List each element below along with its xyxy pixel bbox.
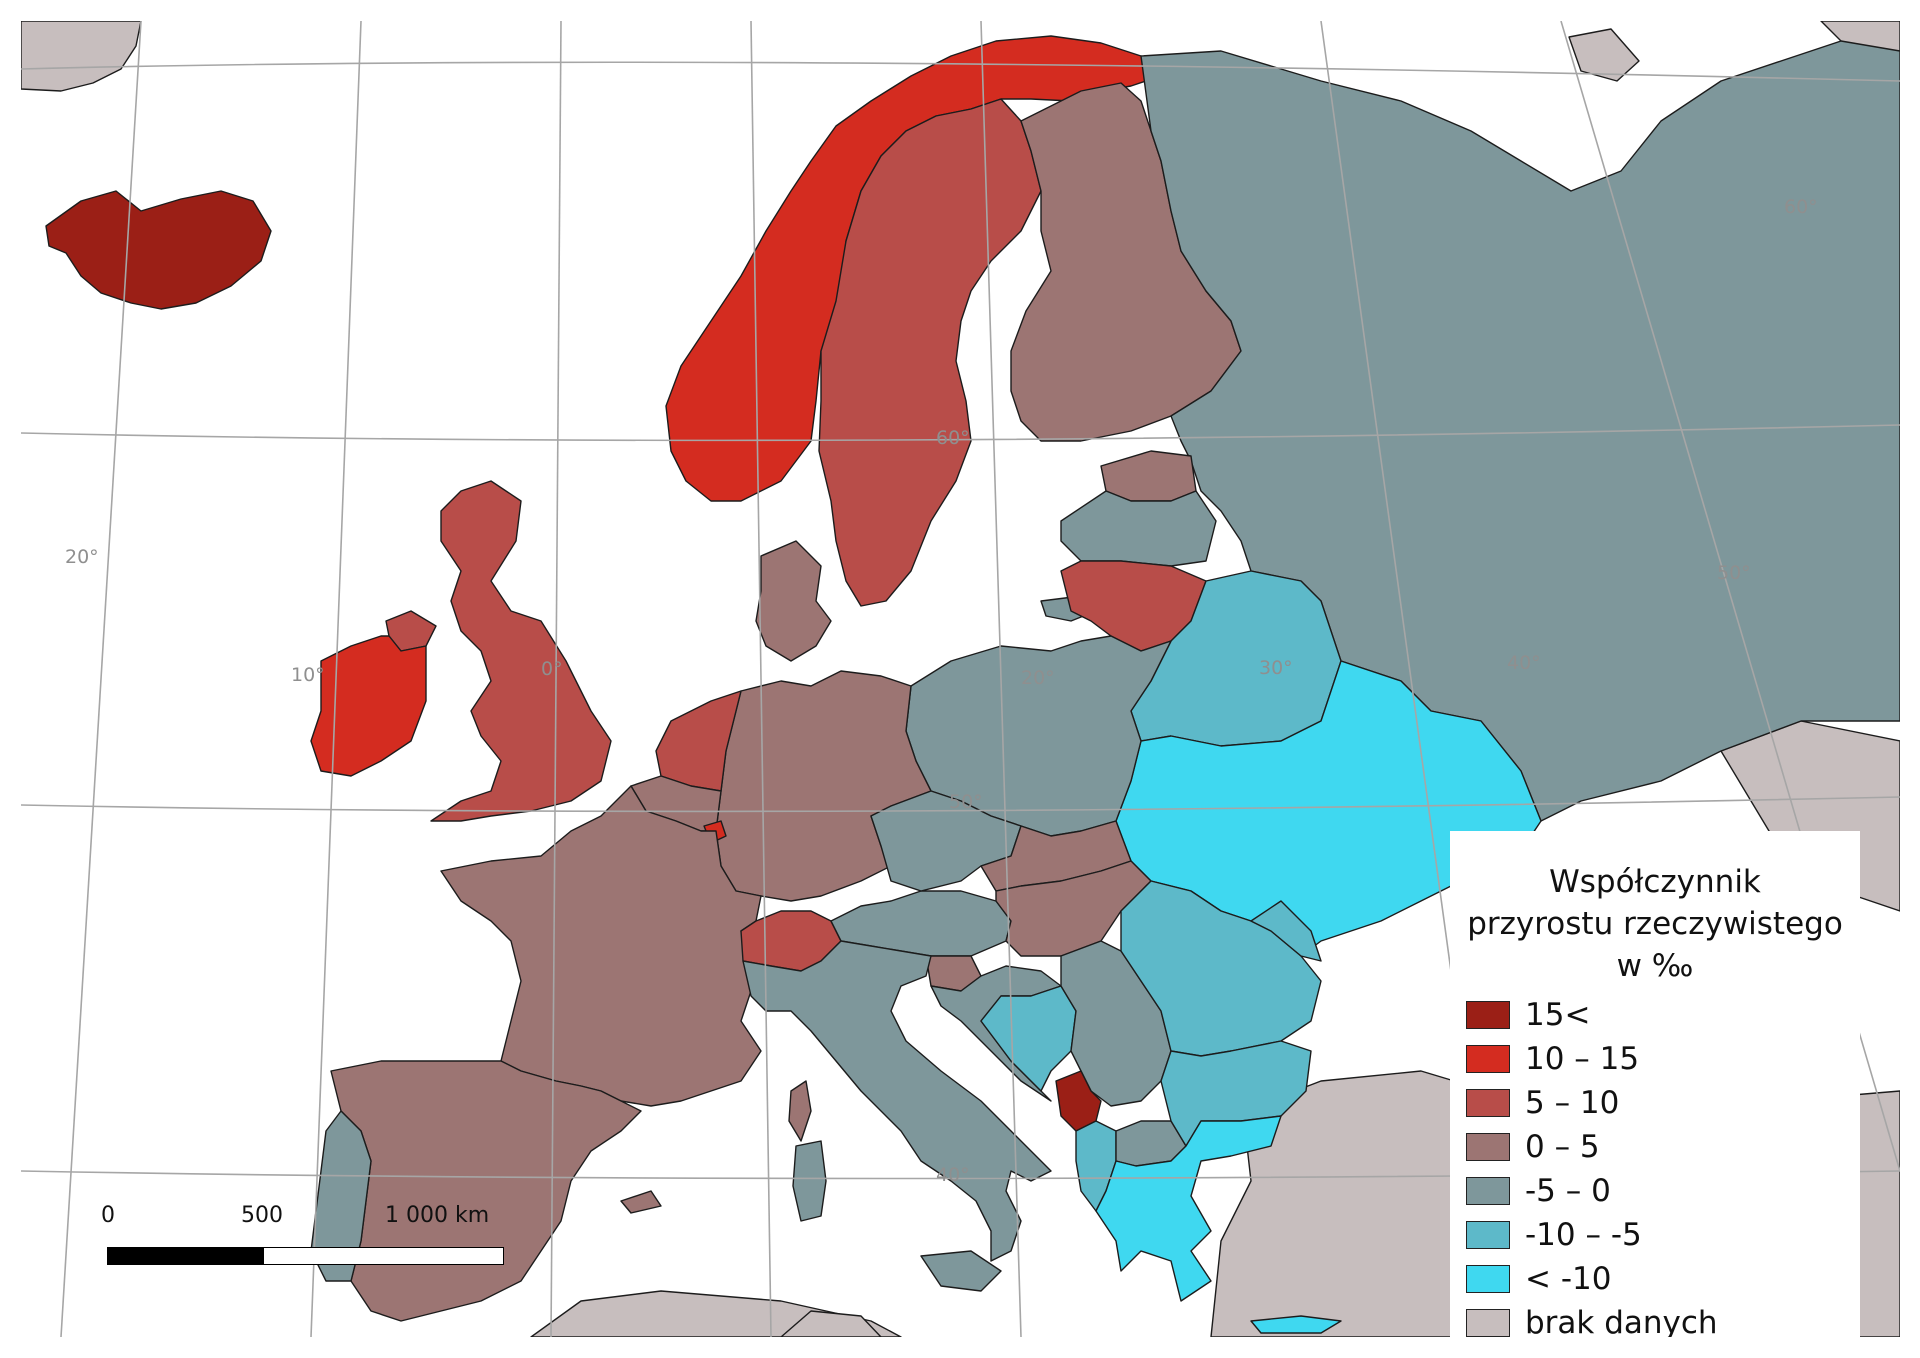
svalbard-island: [1568, 28, 1640, 82]
legend-title-line2: przyrostu rzeczywistego: [1467, 906, 1843, 942]
scale-bar: 0 500 1 000 km: [101, 1203, 507, 1265]
legend-item: 5 – 10: [1466, 1085, 1856, 1125]
ireland: [310, 635, 427, 777]
legend-item: -10 – -5: [1466, 1217, 1856, 1257]
lat-label-40: 40°: [936, 1164, 970, 1186]
legend-item: 10 – 15: [1466, 1041, 1856, 1081]
legend-swatch: [1466, 1045, 1510, 1073]
sardinia-island: [792, 1140, 827, 1222]
italy: [742, 940, 1052, 1262]
legend-swatch: [1466, 1177, 1510, 1205]
legend-swatch: [1466, 1133, 1510, 1161]
map-frame: 20° 60° 50° 10° 0° 20° 30° 40° 60° 50° 4…: [21, 21, 1900, 1337]
lat-label-20: 20°: [65, 546, 99, 568]
moldova: [1250, 900, 1322, 962]
lat-label-60: 60°: [936, 427, 970, 449]
legend-label: brak danych: [1525, 1305, 1718, 1337]
scale-bar-black-segment: [107, 1247, 263, 1265]
legend-item: 0 – 5: [1466, 1129, 1856, 1169]
estonia: [1100, 450, 1197, 502]
corsica: [788, 1080, 812, 1142]
lat-label-50: 50°: [949, 791, 983, 813]
crete-island: [1250, 1315, 1342, 1334]
legend-item: brak danych: [1466, 1305, 1856, 1337]
sweden: [818, 98, 1042, 607]
legend-swatch: [1466, 1001, 1510, 1029]
scale-label-1000: 1 000 km: [385, 1203, 490, 1228]
legend-item: < -10: [1466, 1261, 1856, 1301]
lon-label-10w: 10°: [291, 664, 325, 686]
lat-label-50-east: 50°: [1717, 562, 1751, 584]
latvia: [1060, 490, 1217, 567]
legend-label: 0 – 5: [1525, 1129, 1600, 1165]
legend-swatch: [1466, 1089, 1510, 1117]
sicily-island: [920, 1250, 1002, 1292]
denmark: [755, 540, 832, 662]
legend-label: 15<: [1525, 997, 1591, 1033]
balearic-islands: [620, 1190, 662, 1214]
legend-swatch: [1466, 1309, 1510, 1337]
greece: [1095, 1115, 1282, 1302]
scale-bar-white-segment: [263, 1247, 504, 1265]
united-kingdom: [430, 480, 612, 822]
montenegro: [1055, 1070, 1102, 1132]
france: [440, 785, 762, 1107]
legend-swatch: [1466, 1265, 1510, 1293]
lon-label-0: 0°: [541, 658, 563, 680]
lat-label-60-east: 60°: [1784, 196, 1818, 218]
legend-label: 10 – 15: [1525, 1041, 1640, 1077]
spain: [330, 1060, 642, 1322]
legend-label: -10 – -5: [1525, 1217, 1642, 1253]
europe-map: 20° 60° 50° 10° 0° 20° 30° 40° 60° 50° 4…: [21, 21, 1900, 1337]
legend-title-line3: w ‰: [1616, 948, 1694, 984]
legend-label: < -10: [1525, 1261, 1612, 1297]
legend-swatch: [1466, 1221, 1510, 1249]
scale-label-0: 0: [101, 1203, 115, 1228]
north-africa-east: [780, 1310, 882, 1337]
lon-label-20e: 20°: [1021, 667, 1055, 689]
legend-title-line1: Współczynnik: [1549, 864, 1761, 900]
greenland-region: [21, 21, 142, 92]
legend-title: Współczynnik przyrostu rzeczywistego w ‰: [1450, 861, 1860, 987]
legend-item: 15<: [1466, 997, 1856, 1037]
romania: [1120, 880, 1322, 1057]
scale-label-500: 500: [241, 1203, 283, 1228]
legend-label: 5 – 10: [1525, 1085, 1620, 1121]
legend: Współczynnik przyrostu rzeczywistego w ‰…: [1450, 831, 1860, 1337]
portugal: [310, 1110, 372, 1282]
lon-label-30e: 30°: [1259, 657, 1293, 679]
legend-item: -5 – 0: [1466, 1173, 1856, 1213]
lon-label-40e: 40°: [1507, 652, 1541, 674]
iceland: [45, 190, 272, 310]
legend-label: -5 – 0: [1525, 1173, 1611, 1209]
